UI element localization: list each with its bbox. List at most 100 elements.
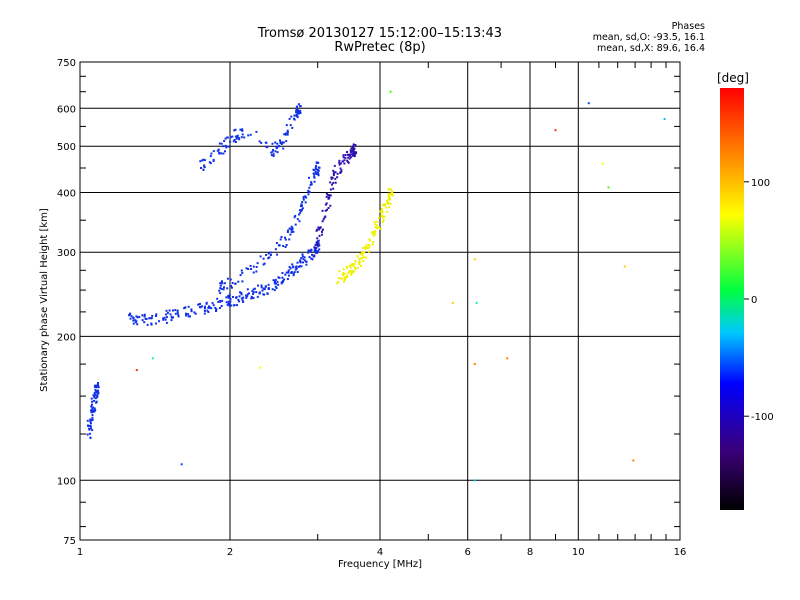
scatter-point xyxy=(145,318,148,320)
scatter-point xyxy=(292,230,295,233)
scatter-point xyxy=(337,280,340,283)
scatter-point xyxy=(251,290,254,293)
scatter-point xyxy=(663,118,666,120)
scatter-point xyxy=(221,280,223,283)
scatter-point xyxy=(381,211,384,214)
scatter-point xyxy=(353,153,356,156)
scatter-point xyxy=(165,321,168,324)
scatter-point xyxy=(241,129,244,132)
scatter-point xyxy=(362,260,365,263)
scatter-point xyxy=(235,137,238,140)
scatter-point xyxy=(89,425,92,428)
scatter-point xyxy=(227,302,230,305)
scatter-point xyxy=(252,288,255,291)
scatter-point xyxy=(316,173,319,175)
scatter-point xyxy=(301,204,303,207)
scatter-point xyxy=(163,316,166,319)
scatter-point xyxy=(184,306,187,309)
scatter-point xyxy=(255,266,258,268)
scatter-point xyxy=(177,315,180,318)
scatter-point xyxy=(332,169,335,172)
scatter-point xyxy=(208,306,211,309)
scatter-point xyxy=(219,292,222,295)
scatter-point xyxy=(313,246,316,249)
scatter-point xyxy=(300,265,303,268)
plot-frame xyxy=(79,61,681,541)
scatter-point xyxy=(171,316,173,319)
scatter-point xyxy=(168,309,171,312)
scatter-point xyxy=(162,318,165,321)
scatter-point xyxy=(272,155,275,157)
y-axis-label: Stationary phase Virtual Height [km] xyxy=(39,208,50,392)
scatter-point xyxy=(230,304,233,307)
scatter-point xyxy=(141,319,144,322)
scatter-point xyxy=(282,245,285,247)
scatter-point xyxy=(86,433,89,436)
scatter-point xyxy=(361,252,364,255)
scatter-point xyxy=(343,272,346,275)
scatter-point xyxy=(314,244,317,246)
scatter-point xyxy=(387,198,390,201)
scatter-point xyxy=(343,280,345,283)
scatter-point xyxy=(336,282,339,285)
scatter-point xyxy=(276,280,279,283)
scatter-point xyxy=(212,160,215,162)
scatter-point xyxy=(314,172,317,175)
scatter-point xyxy=(150,323,153,326)
scatter-point xyxy=(272,153,275,156)
scatter-point xyxy=(332,174,335,176)
scatter-point xyxy=(91,403,93,406)
scatter-point xyxy=(240,297,243,300)
scatter-point xyxy=(317,250,320,253)
scatter-point xyxy=(386,210,389,213)
scatter-point xyxy=(293,114,296,117)
scatter-point xyxy=(367,247,370,249)
scatter-point xyxy=(301,207,304,210)
scatter-point xyxy=(301,201,304,204)
scatter-point xyxy=(94,385,97,388)
scatter-point xyxy=(226,303,229,306)
scatter-point xyxy=(91,407,94,410)
scatter-point xyxy=(312,168,315,171)
scatter-point xyxy=(587,102,590,105)
scatter-point xyxy=(238,300,241,303)
scatter-point xyxy=(315,229,318,232)
scatter-point xyxy=(229,300,232,303)
scatter-point xyxy=(241,280,244,283)
scatter-point xyxy=(279,139,281,142)
scatter-point xyxy=(256,295,259,298)
scatter-point xyxy=(219,300,222,303)
scatter-point xyxy=(249,133,252,136)
scatter-point xyxy=(326,208,328,211)
scatter-point xyxy=(332,187,335,190)
scatter-point xyxy=(255,130,258,133)
scatter-point xyxy=(138,316,141,319)
scatter-point xyxy=(220,152,223,155)
scatter-point xyxy=(246,293,249,296)
scatter-point xyxy=(338,163,341,166)
scatter-point xyxy=(199,302,201,305)
scatter-point xyxy=(295,106,298,109)
scatter-point xyxy=(319,226,322,229)
scatter-point xyxy=(348,157,351,160)
scatter-point xyxy=(203,159,206,162)
scatter-point xyxy=(201,159,204,162)
scatter-point xyxy=(150,322,153,325)
scatter-point xyxy=(351,269,354,272)
scatter-point xyxy=(286,131,289,134)
scatter-point xyxy=(376,220,379,223)
scatter-point xyxy=(366,246,369,249)
scatter-point xyxy=(296,271,299,273)
scatter-point xyxy=(356,255,359,258)
scatter-point xyxy=(264,285,267,288)
scatter-point xyxy=(290,271,293,274)
scatter-point xyxy=(329,194,332,197)
scatter-point xyxy=(347,153,350,156)
scatter-point xyxy=(286,133,289,136)
scatter-point xyxy=(287,269,290,272)
scatter-point xyxy=(211,302,214,305)
scatter-point xyxy=(375,227,378,230)
scatter-point xyxy=(310,181,313,184)
scatter-point xyxy=(299,265,301,268)
scatter-point xyxy=(355,151,358,154)
